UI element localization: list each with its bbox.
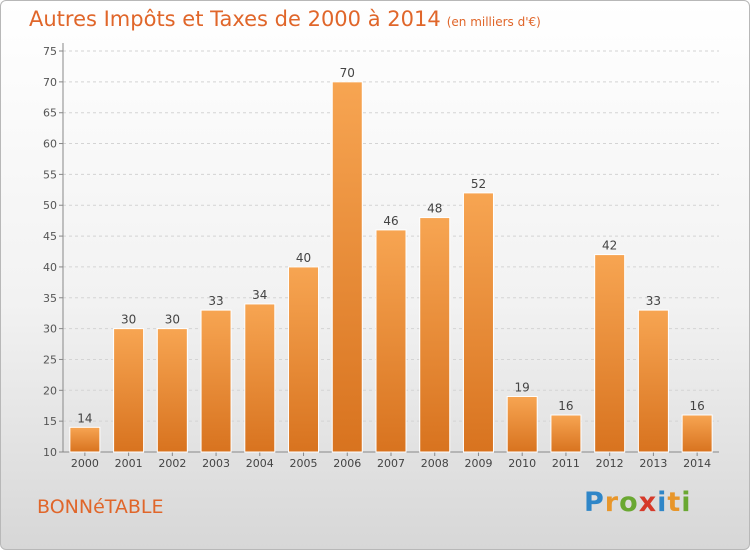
x-tick-label-2004: 2004 bbox=[246, 457, 274, 470]
data-label-2000: 14 bbox=[77, 411, 92, 425]
chart-title: Autres Impôts et Taxes de 2000 à 2014 (en… bbox=[29, 7, 541, 31]
data-label-2007: 46 bbox=[383, 214, 398, 228]
x-tick-label-2009: 2009 bbox=[464, 457, 492, 470]
bar-2010 bbox=[506, 395, 538, 453]
x-tick-label-2003: 2003 bbox=[202, 457, 230, 470]
y-tick-label: 10 bbox=[43, 446, 57, 459]
x-tick-label-2006: 2006 bbox=[333, 457, 361, 470]
data-label-2004: 34 bbox=[252, 288, 267, 302]
place-name: BONNéTABLE bbox=[37, 496, 164, 518]
y-tick-label: 30 bbox=[43, 323, 57, 336]
x-tick-label-2005: 2005 bbox=[290, 457, 318, 470]
y-tick-label: 55 bbox=[43, 168, 57, 181]
data-label-2014: 16 bbox=[689, 399, 704, 413]
bar-2006 bbox=[331, 81, 363, 453]
bar-2013 bbox=[637, 309, 669, 453]
bar-2004 bbox=[244, 303, 276, 453]
x-tick-label-2002: 2002 bbox=[158, 457, 186, 470]
y-tick-label: 75 bbox=[43, 45, 57, 58]
bar-2008 bbox=[419, 217, 451, 453]
data-label-2008: 48 bbox=[427, 202, 442, 216]
logo-letter: P bbox=[584, 487, 605, 518]
x-tick-label-2007: 2007 bbox=[377, 457, 405, 470]
x-tick-label-2011: 2011 bbox=[552, 457, 580, 470]
y-tick-label: 35 bbox=[43, 292, 57, 305]
chart-subtitle: (en milliers d'€) bbox=[446, 15, 541, 29]
y-tick-label: 20 bbox=[43, 384, 57, 397]
y-tick-label: 25 bbox=[43, 353, 57, 366]
chart-title-text: Autres Impôts et Taxes de 2000 à 2014 bbox=[29, 7, 441, 31]
data-label-2012: 42 bbox=[602, 239, 617, 253]
x-tick-label-2008: 2008 bbox=[421, 457, 449, 470]
proxiti-logo: Proxiti bbox=[584, 487, 692, 518]
y-tick-label: 70 bbox=[43, 76, 57, 89]
labels: 10 15 20 25 30 35 40 45 50 55 60 65 70 75 14 2000 30 2001… bbox=[43, 45, 711, 470]
y-tick-label: 15 bbox=[43, 415, 57, 428]
logo-letter: o bbox=[619, 487, 639, 518]
bar-2009 bbox=[462, 192, 494, 453]
bar-2005 bbox=[288, 266, 320, 453]
y-tick-label: 60 bbox=[43, 138, 57, 151]
logo-letter: x bbox=[638, 487, 658, 518]
bars bbox=[69, 81, 713, 453]
data-label-2005: 40 bbox=[296, 251, 311, 265]
logo-letter: i bbox=[681, 487, 692, 518]
data-label-2001: 30 bbox=[121, 313, 136, 327]
data-label-2011: 16 bbox=[558, 399, 573, 413]
data-label-2013: 33 bbox=[646, 294, 661, 308]
data-label-2009: 52 bbox=[471, 177, 486, 191]
x-tick-label-2001: 2001 bbox=[115, 457, 143, 470]
y-tick-label: 40 bbox=[43, 261, 57, 274]
y-tick-label: 45 bbox=[43, 230, 57, 243]
logo-letter: i bbox=[657, 487, 668, 518]
bar-2000 bbox=[69, 426, 101, 453]
bar-2014 bbox=[681, 414, 713, 453]
data-label-2002: 30 bbox=[165, 313, 180, 327]
bar-2002 bbox=[156, 328, 188, 453]
x-tick-label-2012: 2012 bbox=[596, 457, 624, 470]
data-label-2006: 70 bbox=[340, 66, 355, 80]
logo-letter: t bbox=[667, 487, 682, 518]
x-tick-label-2014: 2014 bbox=[683, 457, 711, 470]
y-tick-label: 50 bbox=[43, 199, 57, 212]
x-tick-label-2010: 2010 bbox=[508, 457, 536, 470]
bar-2012 bbox=[594, 254, 626, 453]
bar-2011 bbox=[550, 414, 582, 453]
data-label-2003: 33 bbox=[208, 294, 223, 308]
bar-2007 bbox=[375, 229, 407, 453]
x-tick-label-2000: 2000 bbox=[71, 457, 99, 470]
data-label-2010: 19 bbox=[515, 380, 530, 394]
x-tick-label-2013: 2013 bbox=[639, 457, 667, 470]
bar-2001 bbox=[113, 328, 145, 453]
y-tick-label: 65 bbox=[43, 107, 57, 120]
logo-letter: r bbox=[604, 487, 620, 518]
bar-2003 bbox=[200, 309, 232, 453]
